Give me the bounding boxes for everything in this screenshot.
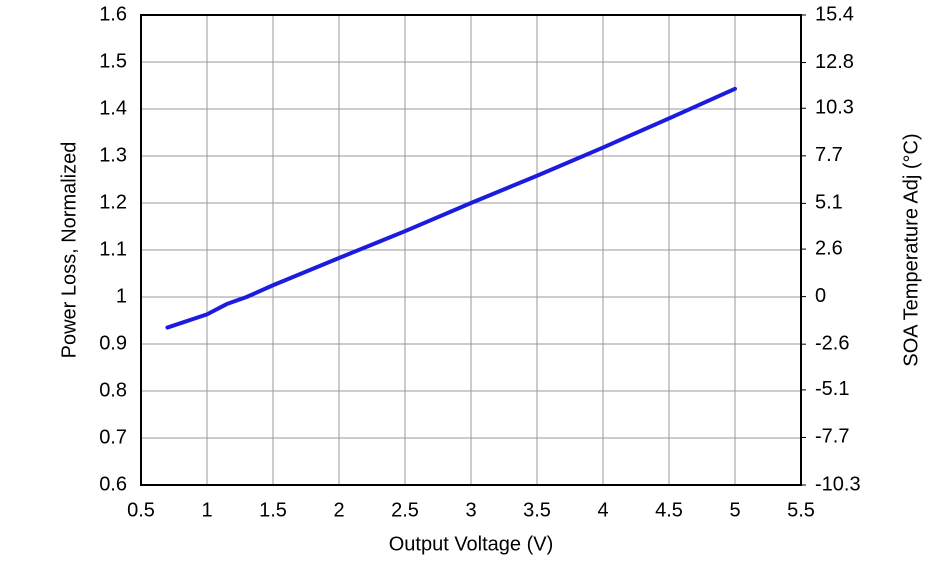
y-tick-label: 1: [116, 285, 127, 307]
plot-frame: [140, 14, 802, 486]
data-line: [165, 86, 737, 330]
x-tick-label: 2.5: [391, 499, 419, 521]
y2-axis-label: SOA Temperature Adj (°C): [900, 133, 922, 366]
x-tick-label: 5.5: [787, 499, 815, 521]
x-tick-label: 3: [465, 499, 476, 521]
y-tick-label: 1.5: [99, 50, 127, 72]
y2-tick-label: -2.6: [815, 332, 849, 354]
y-tick-label: 0.9: [99, 332, 127, 354]
y2-tick-label: 5.1: [815, 192, 843, 214]
y-tick-label: 1.3: [99, 144, 127, 166]
y2-tick-label: 7.7: [815, 144, 843, 166]
x-tick-label: 1.5: [259, 499, 287, 521]
x-tick-label: 1: [201, 499, 212, 521]
y2-tick-label: -10.3: [815, 473, 861, 495]
y2-tick-label: 12.8: [815, 51, 854, 73]
x-tick-label: 3.5: [523, 499, 551, 521]
y-tick-label: 1.2: [99, 191, 127, 213]
x-axis-label: Output Voltage (V): [389, 533, 554, 555]
y-tick-label: 1.1: [99, 238, 127, 260]
y-tick-label: 0.6: [99, 473, 127, 495]
y2-tick-label: 2.6: [815, 237, 843, 259]
y2-tick-label: -5.1: [815, 378, 849, 400]
y2-tick-label: 0: [815, 285, 826, 307]
y2-tick-label: -7.7: [815, 426, 849, 448]
y-tick-label: 1.4: [99, 97, 127, 119]
y2-tick-label: 15.4: [815, 3, 854, 25]
x-tick-label: 4.5: [655, 499, 683, 521]
y2-tick-label: 10.3: [815, 97, 854, 119]
x-tick-label: 5: [729, 499, 740, 521]
x-tick-label: 2: [333, 499, 344, 521]
y-tick-label: 0.8: [99, 379, 127, 401]
y-axis-label: Power Loss, Normalized: [58, 142, 80, 359]
x-tick-label: 0.5: [127, 499, 155, 521]
y-tick-label: 1.6: [99, 3, 127, 25]
x-tick-label: 4: [597, 499, 608, 521]
y-tick-label: 0.7: [99, 426, 127, 448]
